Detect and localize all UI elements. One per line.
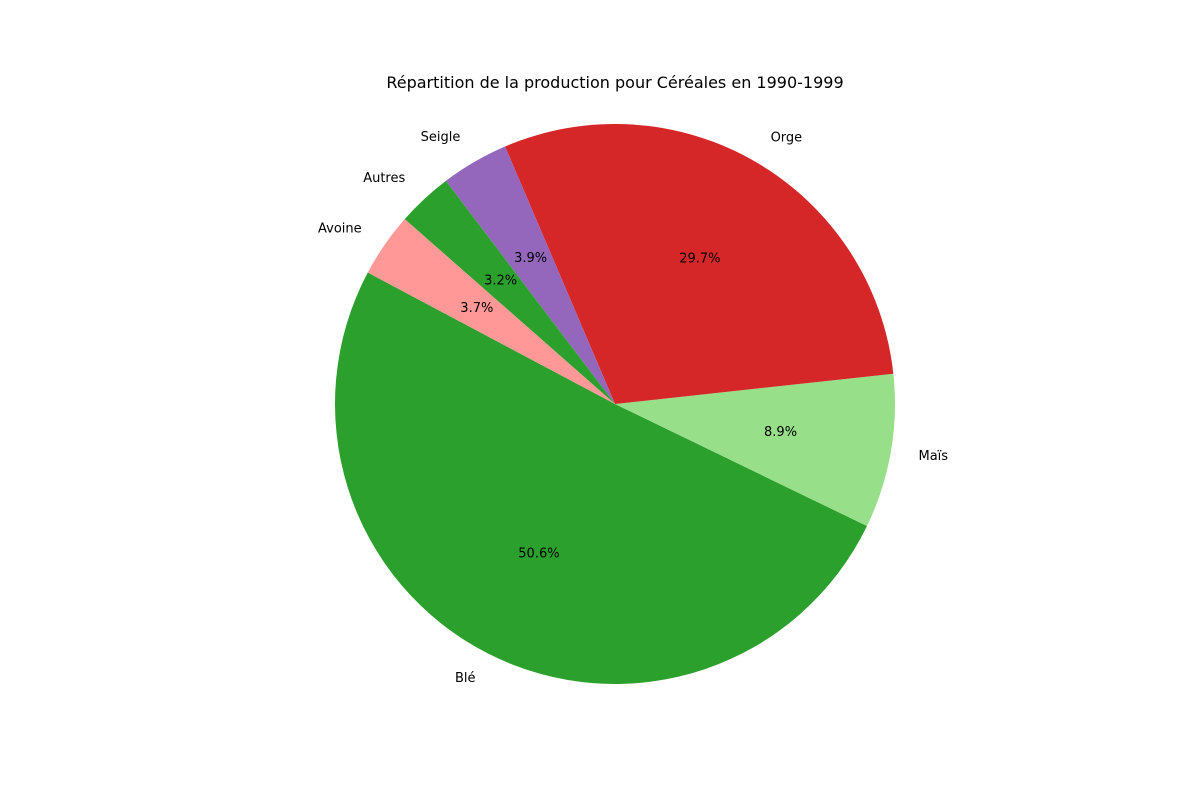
slice-label-6: Avoine <box>318 221 362 236</box>
pie-slice-1 <box>334 272 868 685</box>
slice-label-4: Seigle <box>421 130 461 145</box>
pie-slices <box>334 124 895 685</box>
slice-percent-1: 50.6% <box>518 546 559 561</box>
slice-percent-3: 29.7% <box>679 252 720 267</box>
slice-percent-2: 8.9% <box>764 425 797 440</box>
slice-label-3: Orge <box>771 131 803 146</box>
chart-title: Répartition de la production pour Céréal… <box>386 73 843 92</box>
slice-percent-4: 3.9% <box>514 251 547 266</box>
slice-label-5: Autres <box>363 171 405 186</box>
slice-label-2: Maïs <box>918 449 948 464</box>
pie-labels: Blé 50.6% Maïs 8.9% Orge 29.7% Seigle 3.9% Autre… <box>318 130 948 686</box>
pie-slice-3 <box>505 124 894 405</box>
slice-percent-5: 3.2% <box>484 273 517 288</box>
pie-slice-5 <box>404 180 615 404</box>
pie-slice-2 <box>615 373 895 527</box>
slice-percent-6: 3.7% <box>460 301 493 316</box>
pie-slice-6 <box>367 219 615 404</box>
pie-slice-4 <box>445 146 615 404</box>
slice-label-1: Blé <box>455 671 476 686</box>
